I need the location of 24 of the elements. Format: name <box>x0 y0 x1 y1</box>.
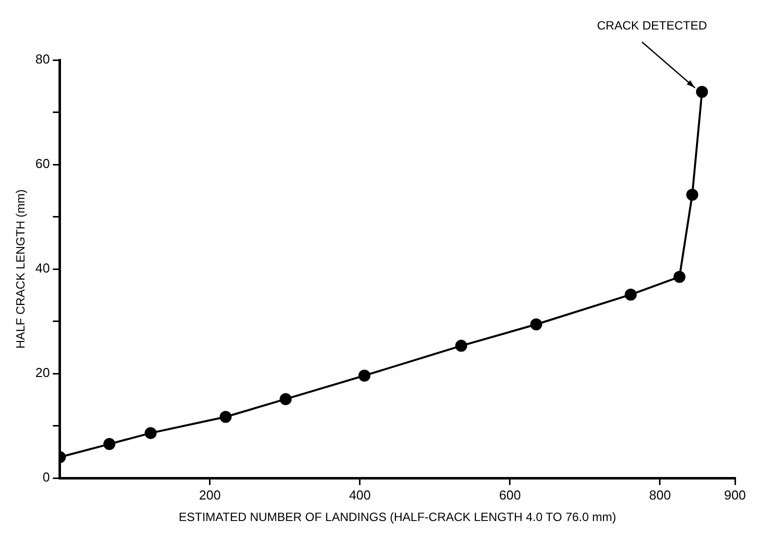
point <box>696 86 708 98</box>
point <box>144 427 157 440</box>
point <box>358 370 370 382</box>
annotation: CRACK DETECTED <box>596 18 708 32</box>
point <box>624 288 637 301</box>
point <box>673 270 686 283</box>
point <box>455 340 468 352</box>
point <box>530 318 542 330</box>
point <box>280 393 292 406</box>
y-tick-label: 20 <box>35 365 50 380</box>
x-tick-label: 800 <box>649 487 671 502</box>
point <box>686 188 698 201</box>
y-tick-label: 60 <box>35 156 50 172</box>
y-tick-label: 0 <box>42 470 50 485</box>
x-tick-label: 600 <box>499 487 521 502</box>
x-tick-label: 900 <box>724 487 746 502</box>
point <box>220 410 232 423</box>
x-axis-title: ESTIMATED NUMBER OF LANDINGS (HALF-CRACK LENGTH 4.0 TO 76.0 mm) <box>178 510 616 524</box>
y-tick-label: 40 <box>35 260 50 276</box>
point <box>103 438 116 450</box>
y-tick-label: 80 <box>35 52 50 67</box>
y-axis-title: HALF CRACK LENGTH (mm) <box>14 189 28 349</box>
x-tick-label: 200 <box>199 487 221 502</box>
x-tick-label: 400 <box>349 487 371 502</box>
